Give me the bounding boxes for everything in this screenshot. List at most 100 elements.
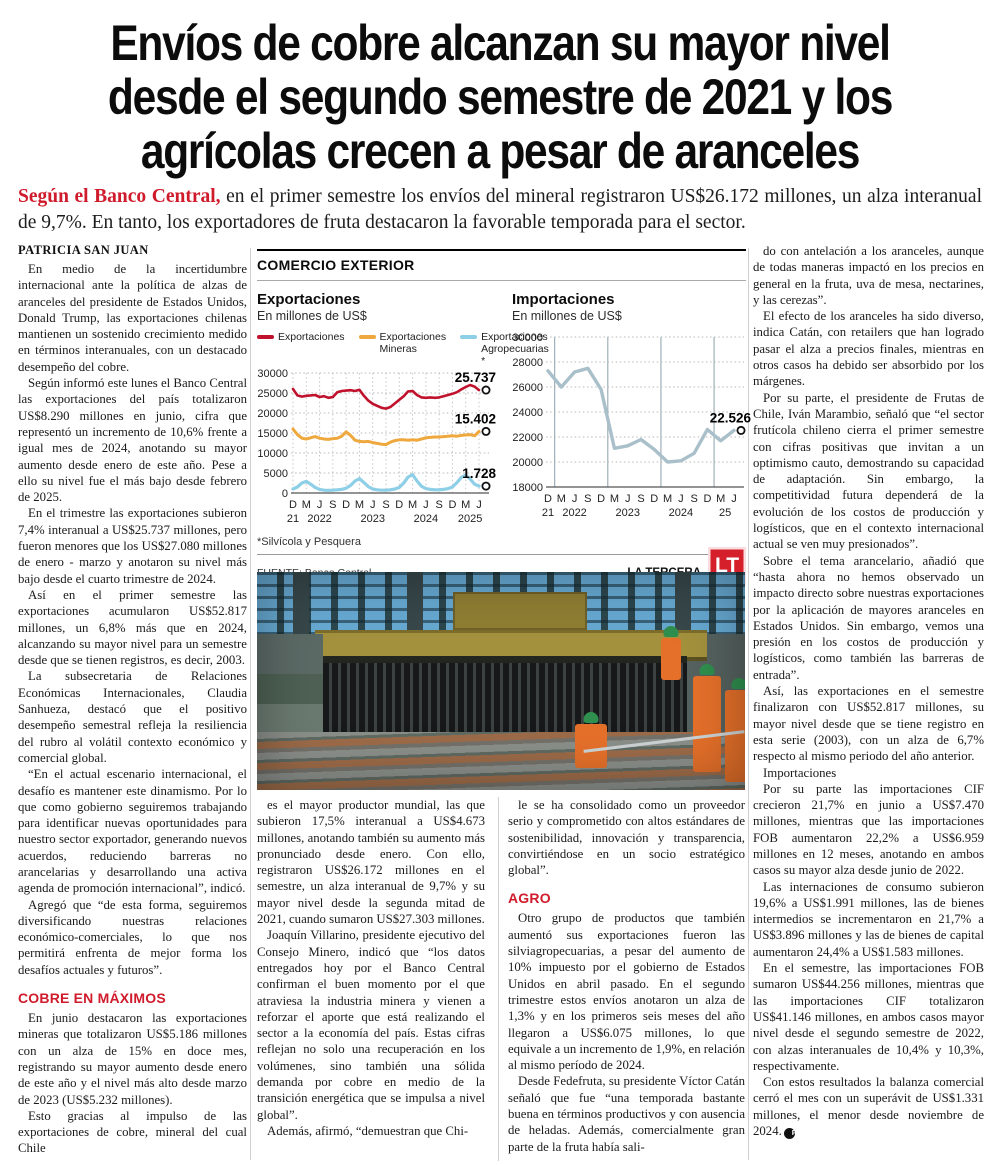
svg-text:2024: 2024 — [669, 507, 693, 519]
crane-hoist — [453, 592, 587, 630]
legend-label: Exportaciones Agropecuarias * — [481, 331, 549, 367]
svg-text:J: J — [370, 499, 376, 511]
article-paragraph: En junio destacaron las exportaciones mi… — [18, 1011, 247, 1107]
svg-text:J: J — [476, 499, 482, 511]
svg-text:2023: 2023 — [360, 513, 384, 525]
svg-text:5000: 5000 — [264, 468, 288, 480]
svg-text:J: J — [678, 493, 684, 505]
svg-text:J: J — [731, 493, 737, 505]
svg-text:M: M — [557, 493, 566, 505]
svg-text:M: M — [355, 499, 364, 511]
lede: Según el Banco Central, en el primer sem… — [18, 184, 982, 236]
svg-text:J: J — [317, 499, 323, 511]
legend-swatch — [358, 335, 376, 339]
article-paragraph: Por su parte las importaciones CIF creci… — [753, 781, 984, 878]
svg-text:25: 25 — [719, 507, 731, 519]
column-divider — [498, 797, 499, 1161]
svg-text:2025: 2025 — [458, 513, 482, 525]
svg-text:26000: 26000 — [512, 382, 543, 394]
article-paragraph: La subsecretaria de Relaciones Económica… — [18, 669, 247, 765]
svg-text:S: S — [584, 493, 591, 505]
roof-column — [675, 572, 691, 636]
svg-text:24000: 24000 — [512, 407, 543, 419]
article-paragraph: le se ha consolidado como un proveedor s… — [508, 798, 745, 878]
exports-chart-legend: Exportaciones Exportaciones Mineras Export… — [257, 331, 549, 367]
svg-text:28000: 28000 — [512, 357, 543, 369]
article-paragraph: En medio de la incertidumbre internacion… — [18, 262, 247, 374]
article-paragraph: Joaquín Villarino, presidente ejecutivo … — [257, 928, 485, 1122]
column-divider — [250, 248, 251, 1160]
svg-text:M: M — [663, 493, 672, 505]
svg-text:M: M — [716, 493, 725, 505]
section-header: COBRE EN MÁXIMOS — [18, 990, 166, 1007]
article-column-2: es el mayor productor mundial, las que s… — [257, 797, 485, 1165]
article-paragraph: Las internaciones de consumo subieron 19… — [753, 879, 984, 959]
svg-text:J: J — [423, 499, 429, 511]
svg-text:15.402: 15.402 — [455, 411, 496, 426]
article-paragraph: Por su parte, el presidente de Frutas de… — [753, 390, 984, 552]
svg-text:22000: 22000 — [512, 432, 543, 444]
svg-text:S: S — [435, 499, 442, 511]
article-paragraph: Otro grupo de productos que también aume… — [508, 911, 745, 1073]
article-paragraph: Según informó este lunes el Banco Centra… — [18, 376, 247, 505]
photo-vignette — [257, 572, 745, 790]
exports-chart-plot: 0 5000 10000 15000 20000 25000 30000 D M J S D M J S D M… — [257, 363, 496, 534]
svg-text:10000: 10000 — [257, 448, 288, 460]
imports-chart-subtitle: En millones de US$ — [512, 309, 622, 323]
legend-item: Exportaciones Mineras — [358, 331, 447, 361]
end-of-article-mark: P — [783, 1127, 797, 1139]
article-paragraph: Así en el primer semestre las exportacio… — [18, 587, 247, 668]
plant-wall — [257, 634, 323, 734]
legend-swatch — [460, 335, 478, 339]
svg-text:25000: 25000 — [257, 388, 288, 400]
roof-column — [293, 572, 309, 636]
headline-line-2: desde el segundo semestre de 2021 y los — [107, 69, 893, 125]
svg-text:21: 21 — [542, 507, 554, 519]
svg-text:2022: 2022 — [562, 507, 586, 519]
svg-text:1.728: 1.728 — [462, 466, 496, 481]
imports-chart-title: Importaciones — [512, 291, 615, 308]
article-paragraph: El efecto de los aranceles ha sido diver… — [753, 309, 984, 389]
section-kicker: COMERCIO EXTERIOR — [257, 249, 746, 281]
headline: Envíos de cobre alcanzan su mayor nivel … — [0, 16, 1000, 178]
svg-text:D: D — [597, 493, 605, 505]
article-paragraph: Agregó que “de esta forma, seguiremos di… — [18, 897, 247, 977]
svg-text:18000: 18000 — [512, 482, 543, 494]
legend-label: Exportaciones — [278, 331, 345, 343]
worker-figure — [725, 690, 745, 782]
exports-chart-subtitle: En millones de US$ — [257, 309, 367, 323]
article-paragraph: En el semestre, las importaciones FOB su… — [753, 961, 984, 1073]
article-column-4: do con antelación a los aranceles, aunqu… — [753, 243, 984, 1165]
article-column-3: le se ha consolidado como un proveedor s… — [508, 797, 745, 1165]
article-paragraph: Además, afirmó, “demuestran que Chi- — [267, 1123, 469, 1138]
legend-label: Exportaciones Mineras — [379, 331, 447, 355]
svg-text:2022: 2022 — [307, 513, 331, 525]
article-paragraph: Sobre el tema arancelario, añadió que “h… — [753, 553, 984, 682]
svg-text:30000: 30000 — [512, 332, 543, 344]
article-column-1: PATRICIA SAN JUAN En medio de la incertid… — [18, 243, 247, 1165]
headline-line-1: Envíos de cobre alcanzan su mayor nivel — [110, 15, 891, 71]
svg-text:20000: 20000 — [512, 457, 543, 469]
imports-chart: Importaciones En millones de US$ 18000 20… — [512, 291, 751, 548]
svg-text:D: D — [342, 499, 350, 511]
svg-text:0: 0 — [282, 488, 288, 500]
lede-lead-in: Según el Banco Central, — [18, 186, 221, 207]
column-divider — [748, 248, 749, 1160]
article-paragraph: Esto gracias al impulso de las exportaci… — [18, 1108, 247, 1156]
article-paragraph: es el mayor productor mundial, las que s… — [257, 798, 485, 927]
svg-text:30000: 30000 — [257, 368, 288, 380]
svg-text:S: S — [690, 493, 697, 505]
svg-text:M: M — [461, 499, 470, 511]
worker-figure — [661, 638, 681, 680]
crane-beam — [315, 630, 707, 661]
svg-text:M: M — [610, 493, 619, 505]
chart-footnote: *Silvícola y Pesquera — [257, 536, 361, 548]
byline: PATRICIA SAN JUAN — [18, 243, 149, 257]
legend-item: Exportaciones — [257, 331, 345, 361]
lede-text: en el primer semestre los envíos del min… — [18, 186, 982, 233]
svg-text:22.526: 22.526 — [710, 410, 752, 425]
svg-text:J: J — [625, 493, 631, 505]
svg-text:D: D — [289, 499, 297, 511]
